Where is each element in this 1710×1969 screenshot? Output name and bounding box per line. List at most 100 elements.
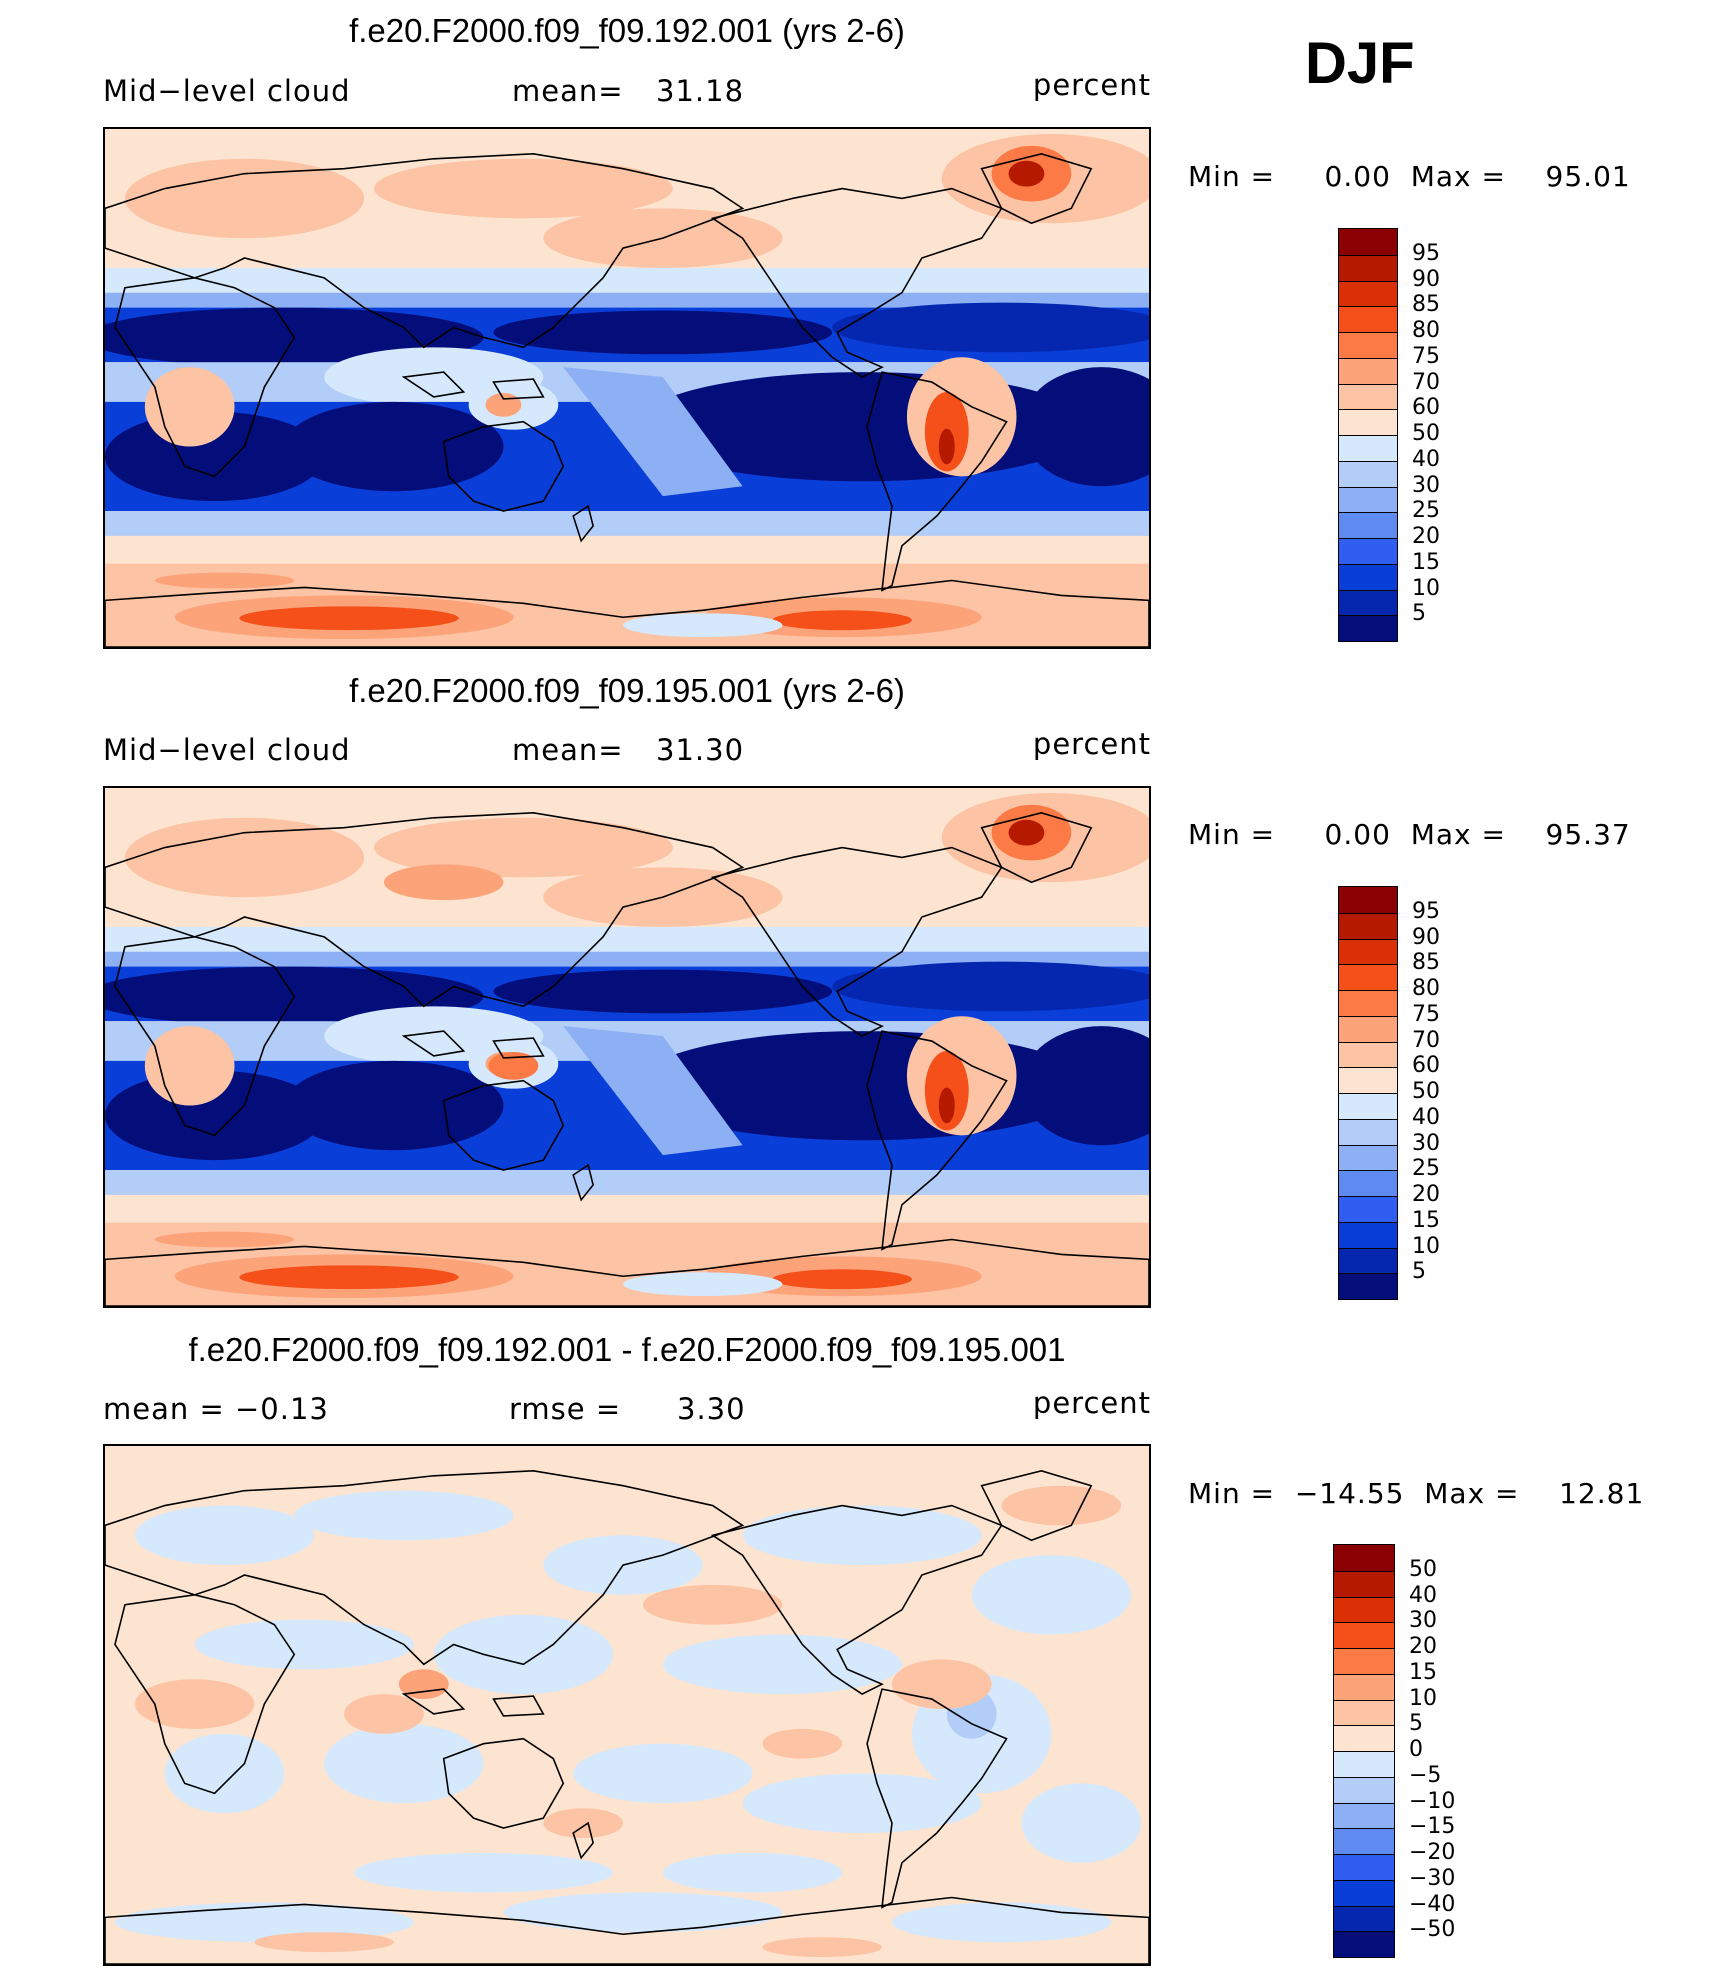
coastline (572, 504, 594, 543)
colorbar-swatch (1334, 1879, 1394, 1906)
colorbar-label: 10 (1412, 1233, 1440, 1259)
colorbar-label: −40 (1409, 1891, 1456, 1917)
map-shape (124, 158, 365, 239)
map-shape (105, 1194, 1149, 1225)
map-shape (383, 864, 504, 901)
map-shape (493, 969, 833, 1014)
colorbar-label: 5 (1412, 601, 1426, 627)
colorbar-swatch (1339, 615, 1397, 641)
colorbar-label: −50 (1409, 1917, 1456, 1943)
colorbar-label: 20 (1409, 1634, 1437, 1659)
colorbar-swatch (1339, 1041, 1397, 1068)
colorbar-swatch (1339, 1144, 1397, 1171)
map-shape (742, 1773, 982, 1834)
colorbar-swatch (1334, 1751, 1394, 1777)
coastline (114, 1594, 296, 1795)
coastline (572, 1821, 594, 1860)
colorbar-swatch (1339, 538, 1397, 564)
coastline (401, 371, 466, 398)
map-shape (488, 1051, 539, 1080)
map-shape (1021, 367, 1149, 487)
colorbar-label: 10 (1409, 1685, 1437, 1711)
colorbar-swatch (1334, 1570, 1394, 1597)
map-shape (938, 428, 955, 465)
map-shape (284, 401, 504, 492)
season-label: DJF (1305, 31, 1415, 96)
coastline (492, 1695, 545, 1717)
colorbar-label: 75 (1412, 1001, 1440, 1027)
colorbar-swatch (1339, 563, 1397, 590)
map-shape (623, 1272, 783, 1297)
map-shape (563, 1026, 743, 1156)
colorbar-label: 30 (1412, 1130, 1440, 1156)
colorbar-swatch (1334, 1802, 1394, 1829)
map-shape (194, 1619, 414, 1670)
panel-2-units: percent (1032, 727, 1151, 761)
map-shape (398, 1669, 449, 1700)
panel-2-title: f.e20.F2000.f09_f09.195.001 (yrs 2-6) (349, 672, 905, 709)
panel-1-title: f.e20.F2000.f09_f09.192.001 (yrs 2-6) (349, 12, 905, 49)
colorbar-swatch (1334, 1905, 1394, 1932)
map-shape (832, 302, 1149, 353)
colorbar-swatch (1339, 1273, 1397, 1299)
map-shape (144, 367, 235, 447)
map-shape (105, 535, 1149, 566)
map-shape (433, 1614, 614, 1695)
map-shape (284, 1060, 504, 1151)
coastline (442, 1079, 565, 1171)
colorbar-label: 70 (1412, 1027, 1440, 1053)
map-shape (543, 1808, 624, 1838)
colorbar-swatch (1339, 1170, 1397, 1196)
colorbar-swatch (1339, 229, 1397, 255)
panel-2-colorbar (1338, 886, 1398, 1300)
colorbar-swatch (1339, 1247, 1397, 1274)
coastline (442, 1737, 565, 1829)
colorbar-label: 30 (1412, 472, 1440, 498)
panel-1-units: percent (1032, 68, 1151, 102)
map-shape (503, 1892, 783, 1933)
panel-2-stat-value: 31.30 (656, 733, 745, 767)
colorbar-swatch (1339, 887, 1397, 913)
colorbar-swatch (1339, 1221, 1397, 1248)
panel-3-title: f.e20.F2000.f09_f09.192.001 - f.e20.F200… (188, 1331, 1066, 1368)
colorbar-label: 85 (1412, 292, 1440, 318)
panel-2-variable-label: Mid−level cloud (103, 733, 351, 767)
coastline (105, 1470, 745, 1666)
colorbar-label: 20 (1412, 1182, 1440, 1207)
colorbar-swatch (1339, 1067, 1397, 1093)
coastline (105, 579, 1149, 647)
coastline (442, 420, 565, 512)
map-shape (114, 1902, 414, 1943)
colorbar-swatch (1334, 1648, 1394, 1674)
colorbar-label: 10 (1412, 575, 1440, 601)
map-shape (164, 1733, 285, 1814)
map-shape (762, 1937, 883, 1958)
colorbar-swatch (1339, 254, 1397, 281)
map-shape (154, 572, 295, 589)
colorbar-swatch (1334, 1725, 1394, 1751)
colorbar-swatch (1339, 912, 1397, 939)
colorbar-swatch (1339, 1196, 1397, 1222)
coastline (401, 1030, 466, 1057)
map-shape (662, 1634, 902, 1695)
map-shape (1021, 1026, 1149, 1146)
colorbar-swatch (1339, 460, 1397, 487)
colorbar-label: 25 (1412, 498, 1440, 524)
map-shape (124, 817, 365, 898)
map-shape (493, 310, 833, 355)
colorbar-swatch (1339, 964, 1397, 990)
colorbar-label: −5 (1409, 1762, 1442, 1788)
coastline (980, 811, 1093, 884)
panel-2-map (103, 786, 1151, 1308)
map-shape (485, 392, 522, 417)
colorbar-label: 75 (1412, 343, 1440, 369)
colorbar-label: −15 (1409, 1814, 1456, 1840)
colorbar-swatch (1339, 306, 1397, 332)
colorbar-label: 15 (1412, 1207, 1440, 1233)
colorbar-swatch (1339, 1118, 1397, 1145)
map-shape (742, 1505, 982, 1566)
colorbar-swatch (1339, 435, 1397, 461)
panel-1-map (103, 127, 1151, 649)
colorbar-swatch (1339, 512, 1397, 538)
map-shape (1008, 160, 1045, 187)
